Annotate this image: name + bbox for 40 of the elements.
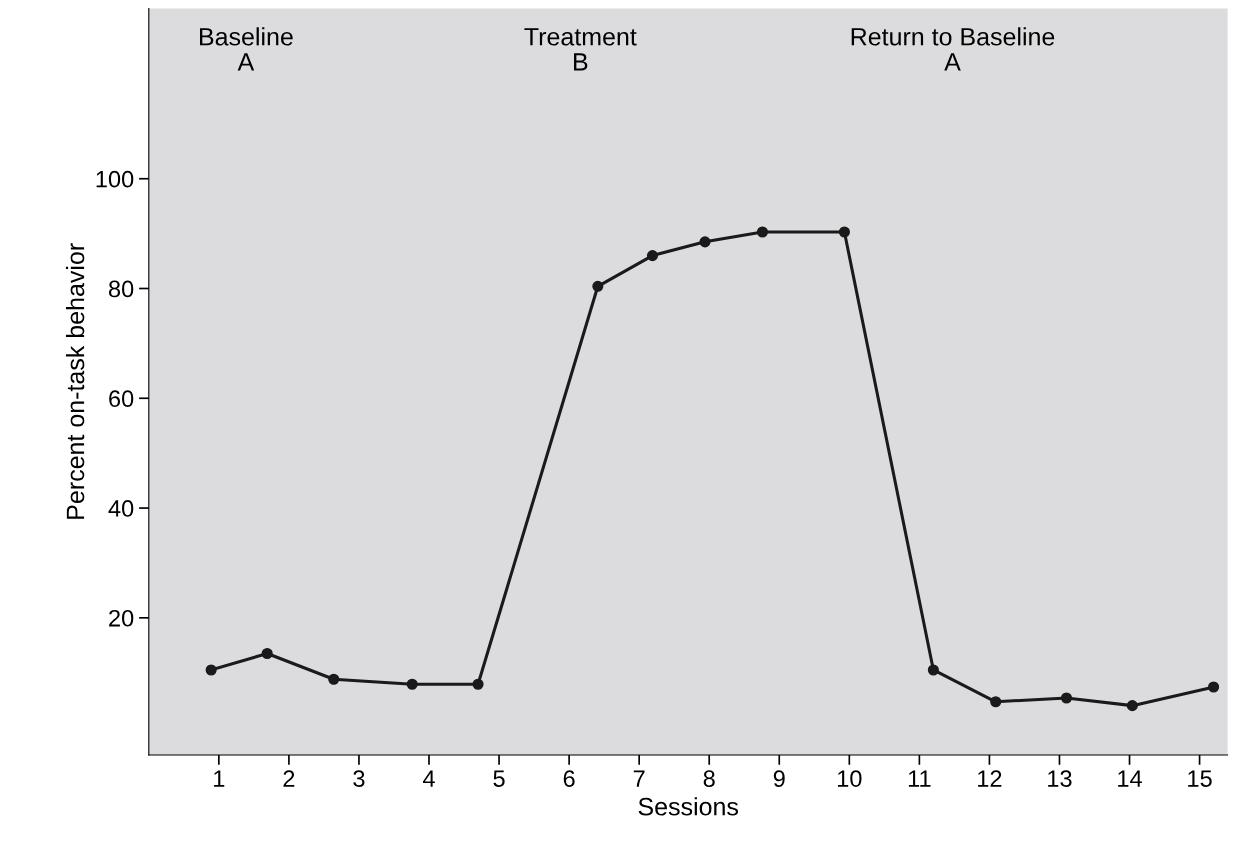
point: [406, 678, 418, 690]
y-tick-label: 60: [109, 390, 134, 408]
point: [1208, 681, 1220, 693]
x-tick-label: 5: [493, 770, 505, 787]
point: [646, 250, 659, 262]
x-tick-label: 6: [563, 770, 575, 787]
x-tick-label: 4: [422, 770, 435, 787]
x-tick-label: 10: [837, 770, 862, 787]
x-tick-label: 11: [908, 770, 931, 787]
point: [261, 647, 273, 660]
y-tick-label: 40: [108, 500, 134, 517]
x-tick-label: 3: [353, 770, 365, 787]
x-axis-title: Sessions: [638, 797, 739, 816]
x-tick-label: 1: [214, 770, 225, 787]
point: [472, 678, 484, 690]
annotation: Treatment B: [524, 28, 637, 71]
point: [205, 664, 217, 676]
annotation: Return to Baseline A: [851, 27, 1055, 71]
x-tick-label: 9: [773, 770, 785, 787]
y-tick-label: 100: [96, 170, 134, 188]
x-tick-label: 13: [1048, 770, 1072, 787]
point: [699, 236, 711, 248]
y-tick-label: 20: [109, 609, 134, 627]
x-tick-label: 15: [1188, 770, 1212, 787]
point: [756, 226, 769, 238]
annotation: Baseline A: [200, 27, 293, 71]
point: [328, 673, 340, 685]
y-axis-title: Percent on-task behavior: [65, 243, 85, 519]
y-tick-label: 80: [108, 280, 134, 298]
point: [927, 664, 939, 676]
x-tick-label: 12: [978, 770, 1002, 787]
x-tick-label: 8: [703, 770, 715, 787]
point: [990, 696, 1002, 708]
point: [592, 280, 604, 292]
x-tick-label: 14: [1118, 770, 1142, 787]
point: [838, 226, 850, 238]
point: [1060, 692, 1073, 704]
x-tick-label: 2: [283, 770, 295, 787]
point: [1126, 700, 1138, 712]
x-tick-label: 7: [633, 770, 645, 787]
